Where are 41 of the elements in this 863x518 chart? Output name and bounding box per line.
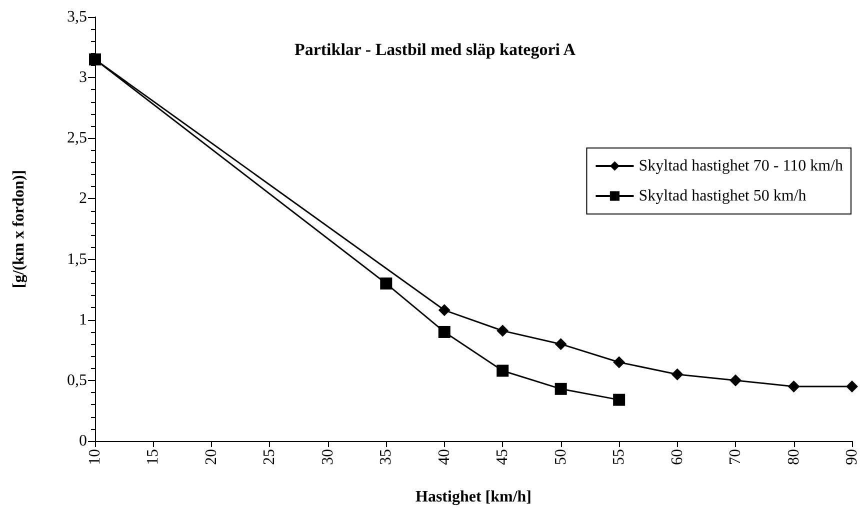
x-tick-label: 40 xyxy=(436,449,453,465)
point xyxy=(380,278,392,290)
y-tick-label: 1,5 xyxy=(67,250,87,268)
point xyxy=(613,356,626,368)
y-tick-label: 3,5 xyxy=(67,8,87,26)
y-tick-label: 3 xyxy=(79,69,87,86)
x-tick-label: 80 xyxy=(785,449,802,465)
point xyxy=(438,326,450,338)
x-tick-label: 55 xyxy=(610,449,628,465)
x-tick-label: 70 xyxy=(727,449,744,465)
point xyxy=(671,368,684,380)
x-tick-label: 45 xyxy=(494,449,512,465)
point xyxy=(496,324,509,337)
point xyxy=(89,53,101,66)
y-tick-label: 2,5 xyxy=(67,130,87,147)
legend-label: Skyltad hastighet 50 km/h xyxy=(638,188,806,204)
point xyxy=(554,382,567,395)
y-tick-label: 0 xyxy=(79,432,87,450)
point xyxy=(730,374,742,386)
x-tick-label: 50 xyxy=(552,449,570,465)
point xyxy=(613,394,626,406)
point xyxy=(438,304,450,316)
legend-label: Skyltad hastighet 70 - 110 km/h xyxy=(638,158,843,174)
x-tick-label: 60 xyxy=(668,449,686,465)
x-tick-label: 15 xyxy=(144,449,162,465)
x-tick-label: 35 xyxy=(378,449,395,465)
text: Partiklar - Lastbil med släp kategori A xyxy=(294,40,576,59)
x-tick-label: 10 xyxy=(86,449,104,465)
x-tick-label: 20 xyxy=(202,449,220,465)
y-tick-label: 1 xyxy=(79,311,87,328)
point xyxy=(554,338,567,350)
x-axis-title: Hastighet [km/h] xyxy=(416,488,532,506)
x-tick-label: 25 xyxy=(261,449,278,465)
point xyxy=(788,380,800,392)
point xyxy=(496,364,509,377)
x-tick-label: 90 xyxy=(844,449,860,465)
point xyxy=(846,380,858,392)
y-tick-label: 2 xyxy=(79,190,87,208)
y-tick-label: 0,5 xyxy=(67,372,87,389)
y-axis-title: [g/(km x fordon)] xyxy=(10,170,28,288)
x-tick-label: 30 xyxy=(319,449,336,465)
